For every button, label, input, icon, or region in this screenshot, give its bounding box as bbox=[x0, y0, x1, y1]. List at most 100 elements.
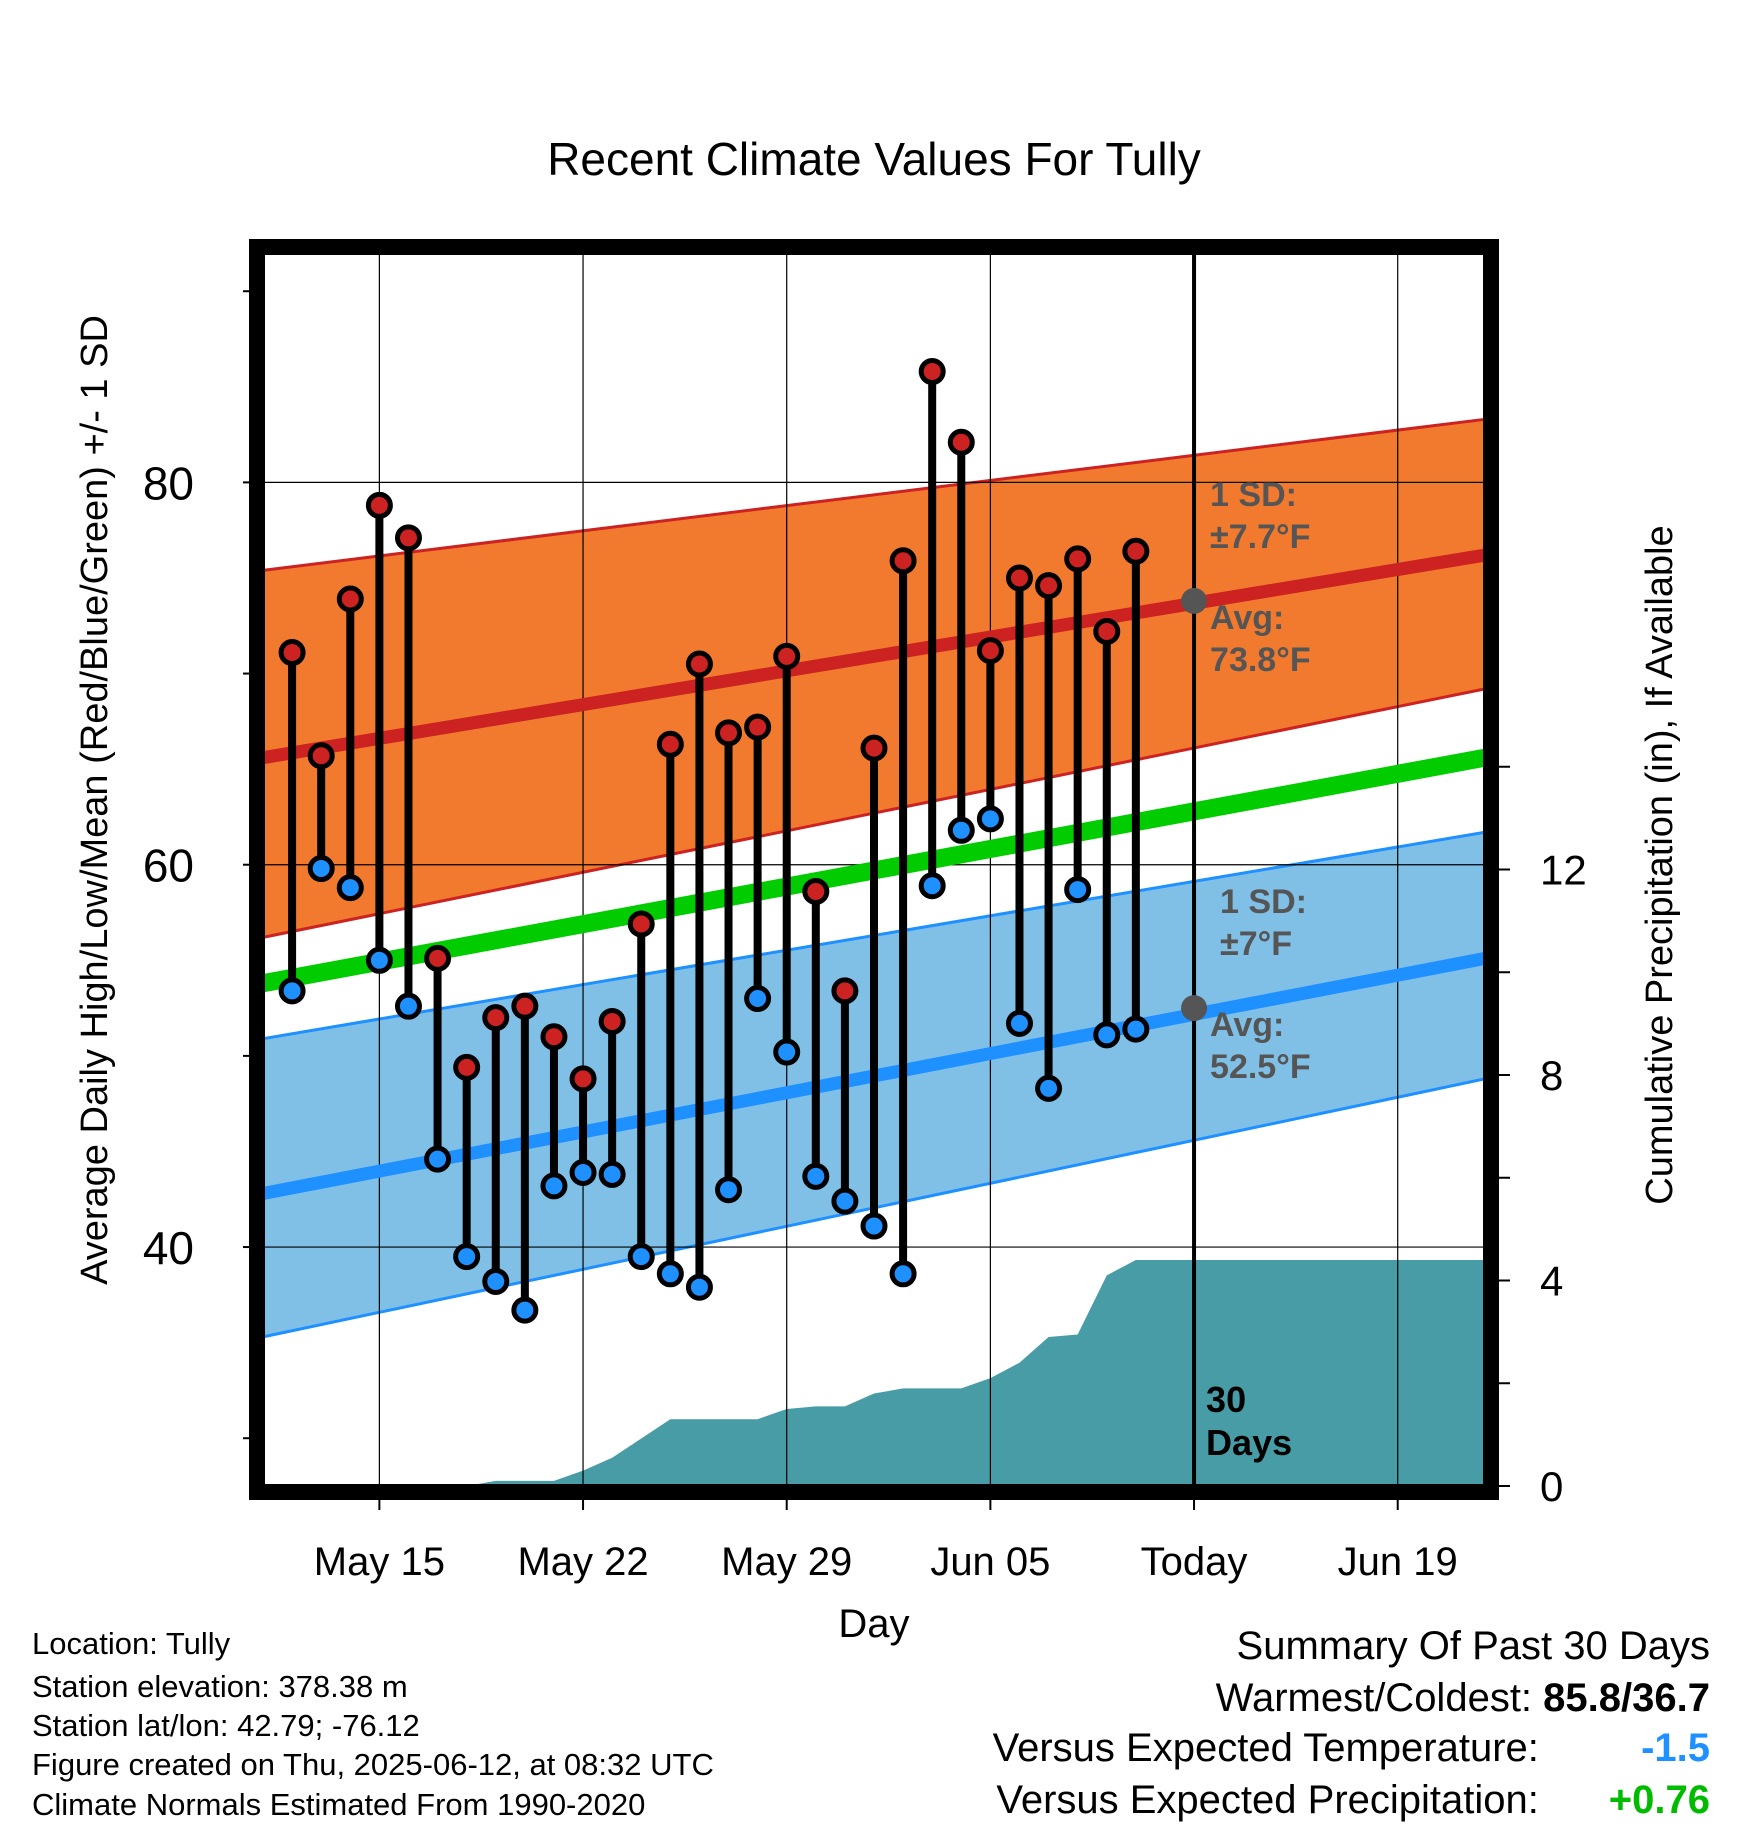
daily-high-marker bbox=[976, 637, 1004, 665]
daily-low-marker bbox=[860, 1212, 888, 1240]
daily-low-marker bbox=[744, 985, 772, 1013]
footer-latlon: Station lat/lon: 42.79; -76.12 bbox=[32, 1708, 420, 1743]
summary-warm-cold-value: 85.8/36.7 bbox=[1543, 1676, 1710, 1720]
daily-high-marker bbox=[482, 1004, 510, 1032]
high-sd-band bbox=[263, 419, 1485, 938]
footer-location: Location: Tully bbox=[32, 1626, 231, 1661]
daily-high-marker bbox=[278, 639, 306, 667]
high-annotation-text: 1 SD: bbox=[1210, 476, 1297, 514]
summary-precip-value: +0.76 bbox=[1608, 1778, 1710, 1822]
today-label: Days bbox=[1206, 1422, 1292, 1463]
daily-low-marker bbox=[511, 1296, 539, 1324]
x-tick-label: Jun 05 bbox=[930, 1540, 1050, 1584]
daily-high-marker bbox=[773, 642, 801, 670]
summary-warm-cold-label: Warmest/Coldest: bbox=[1215, 1676, 1533, 1720]
footer-normals: Climate Normals Estimated From 1990-2020 bbox=[32, 1787, 646, 1822]
plot-frame bbox=[249, 239, 1499, 1500]
daily-high-marker bbox=[336, 585, 364, 613]
daily-low-marker bbox=[918, 872, 946, 900]
daily-high-marker bbox=[744, 713, 772, 741]
daily-low-marker bbox=[569, 1158, 597, 1186]
summary-precip-label: Versus Expected Precipitation: bbox=[996, 1778, 1539, 1822]
daily-high-marker bbox=[685, 650, 713, 678]
daily-high-marker bbox=[424, 944, 452, 972]
daily-low-marker bbox=[889, 1260, 917, 1288]
x-tick-label: May 29 bbox=[721, 1540, 852, 1584]
high-avg-marker bbox=[1181, 587, 1208, 614]
y2-tick-label: 4 bbox=[1540, 1258, 1563, 1305]
daily-high-marker bbox=[1005, 564, 1033, 592]
high-annotation-text: Avg: bbox=[1210, 599, 1284, 637]
daily-low-marker bbox=[278, 977, 306, 1005]
daily-low-marker bbox=[424, 1145, 452, 1173]
summary-precip: Versus Expected Precipitation: +0.76 bbox=[996, 1776, 1710, 1824]
daily-low-marker bbox=[394, 992, 422, 1020]
y2-tick-label: 12 bbox=[1540, 847, 1587, 894]
y2-tick-label: 8 bbox=[1540, 1052, 1563, 1099]
low-annotation-text: 52.5°F bbox=[1210, 1048, 1311, 1086]
daily-high-marker bbox=[947, 428, 975, 456]
daily-low-marker bbox=[802, 1162, 830, 1190]
x-tick-label: May 22 bbox=[517, 1540, 648, 1584]
daily-low-marker bbox=[947, 816, 975, 844]
summary-title: Summary Of Past 30 Days bbox=[1236, 1624, 1710, 1668]
daily-low-marker bbox=[482, 1267, 510, 1295]
daily-high-marker bbox=[889, 547, 917, 575]
daily-low-marker bbox=[307, 855, 335, 883]
daily-low-marker bbox=[1005, 1009, 1033, 1037]
high-sd-band-upper-edge bbox=[262, 417, 1486, 572]
daily-high-marker bbox=[394, 524, 422, 552]
daily-low-marker bbox=[598, 1160, 626, 1188]
daily-low-marker bbox=[1122, 1015, 1150, 1043]
daily-high-marker bbox=[715, 719, 743, 747]
y-tick-label: 80 bbox=[143, 457, 194, 509]
daily-low-marker bbox=[976, 805, 1004, 833]
daily-high-marker bbox=[540, 1023, 568, 1051]
daily-high-marker bbox=[831, 977, 859, 1005]
summary-temp-label: Versus Expected Temperature: bbox=[992, 1726, 1539, 1770]
daily-high-marker bbox=[1093, 618, 1121, 646]
x-tick-label: Today bbox=[1141, 1540, 1248, 1584]
daily-high-marker bbox=[656, 730, 684, 758]
y2-axis-label: Cumulative Precipitation (in), If Availa… bbox=[1639, 525, 1681, 1204]
y-tick-label: 60 bbox=[143, 840, 194, 892]
daily-low-marker bbox=[1093, 1021, 1121, 1049]
footer-elevation: Station elevation: 378.38 m bbox=[32, 1669, 408, 1704]
daily-low-marker bbox=[336, 874, 364, 902]
high-annotation-text: 73.8°F bbox=[1210, 641, 1311, 679]
daily-low-marker bbox=[540, 1172, 568, 1200]
summary-warm-cold: Warmest/Coldest: 85.8/36.7 bbox=[1216, 1674, 1710, 1722]
plot-area: 1 SD: ±7.7°F Avg: 73.8°F 1 SD: ±7°F Avg: 52.5°F… bbox=[143, 239, 1587, 1584]
chart-title: Recent Climate Values For Tully bbox=[547, 133, 1201, 185]
daily-high-marker bbox=[307, 742, 335, 770]
daily-high-marker bbox=[453, 1053, 481, 1081]
daily-high-marker bbox=[802, 877, 830, 905]
daily-high-marker bbox=[627, 910, 655, 938]
daily-high-marker bbox=[860, 734, 888, 762]
low-avg-marker bbox=[1181, 995, 1208, 1022]
daily-low-marker bbox=[1064, 876, 1092, 904]
low-annotation-text: Avg: bbox=[1210, 1006, 1284, 1044]
summary-temp: Versus Expected Temperature: -1.5 bbox=[993, 1724, 1710, 1772]
x-axis-label: Day bbox=[838, 1602, 909, 1646]
daily-high-marker bbox=[1064, 545, 1092, 573]
footer-created: Figure created on Thu, 2025-06-12, at 08… bbox=[32, 1747, 714, 1782]
y-tick-label: 40 bbox=[143, 1222, 194, 1274]
y2-tick-label: 0 bbox=[1540, 1463, 1563, 1510]
daily-low-marker bbox=[627, 1243, 655, 1271]
daily-low-marker bbox=[453, 1243, 481, 1271]
x-tick-label: May 15 bbox=[314, 1540, 445, 1584]
daily-high-marker bbox=[1122, 537, 1150, 565]
daily-high-marker bbox=[569, 1065, 597, 1093]
daily-low-marker bbox=[773, 1038, 801, 1066]
daily-high-marker bbox=[1035, 572, 1063, 600]
low-annotation-text: ±7°F bbox=[1220, 925, 1292, 963]
daily-low-marker bbox=[685, 1273, 713, 1301]
today-label: 30 bbox=[1206, 1379, 1246, 1420]
daily-low-marker bbox=[1035, 1074, 1063, 1102]
daily-high-marker bbox=[918, 358, 946, 386]
low-annotation-text: 1 SD: bbox=[1220, 883, 1307, 921]
high-annotation-text: ±7.7°F bbox=[1210, 518, 1310, 556]
daily-low-marker bbox=[715, 1176, 743, 1204]
